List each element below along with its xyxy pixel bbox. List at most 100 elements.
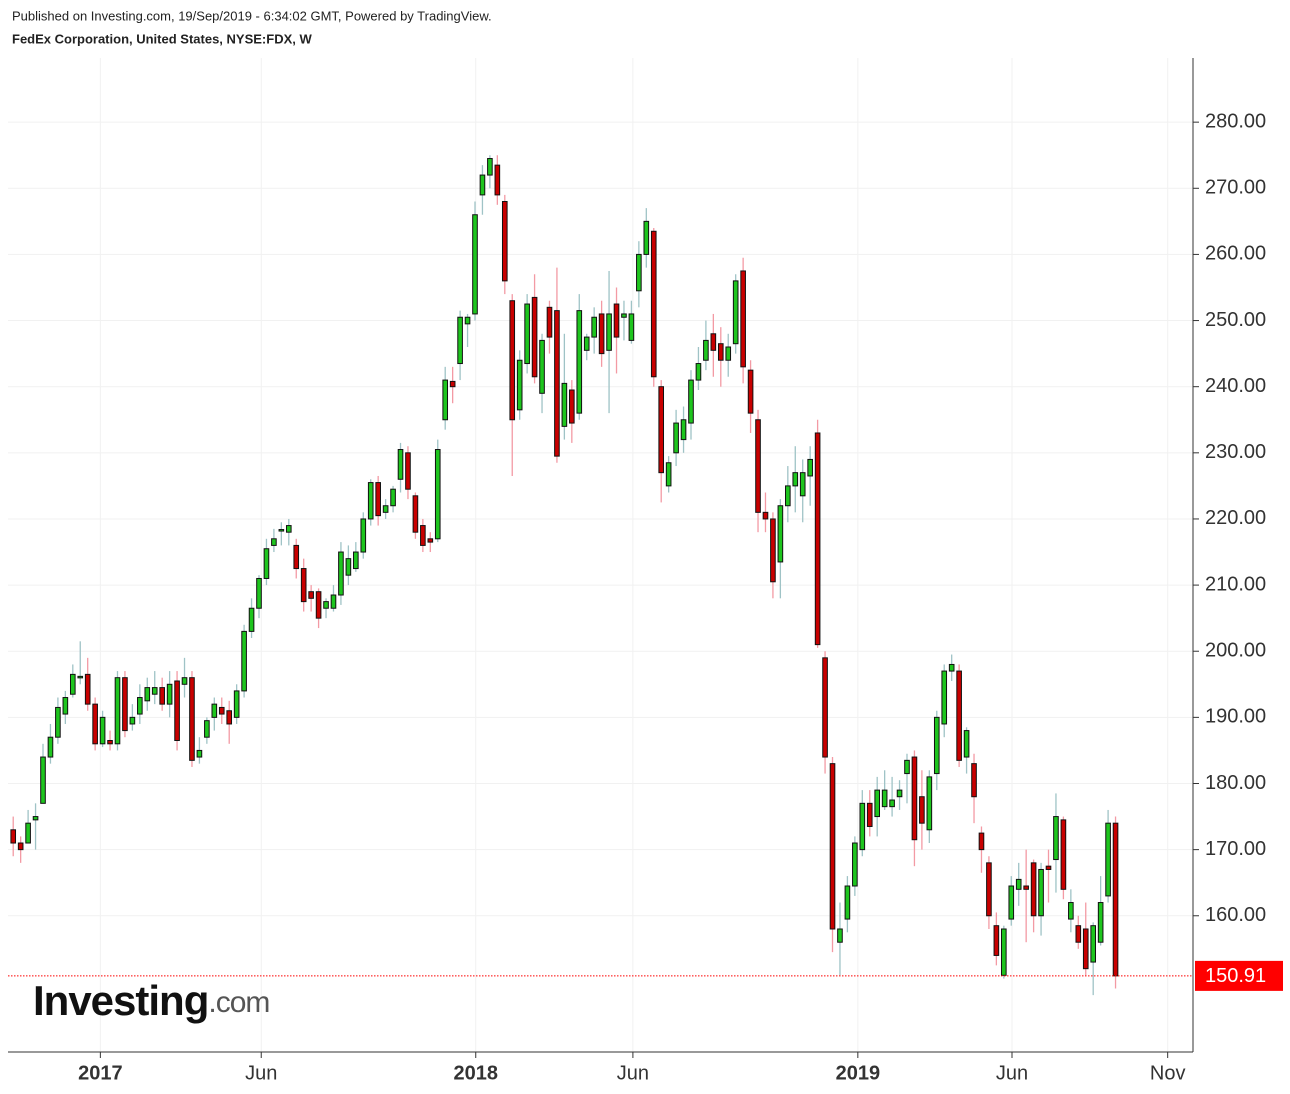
candle-body [323,601,329,609]
candle-body [464,316,471,325]
x-tick-label: Jun [245,1062,277,1084]
candle-body [211,703,218,718]
candle-body [405,452,411,490]
candle-body [62,697,69,715]
candle-body [1097,902,1104,943]
candle-body [539,339,545,394]
candle-body [762,511,769,520]
candle-body [576,310,583,414]
candle-body [1112,822,1119,977]
candle-body [472,214,478,315]
candle-body [814,432,821,646]
candle-body [598,313,605,355]
candle-body [606,313,612,351]
candle-body [621,313,627,318]
candle-body [822,657,828,758]
candle-body [583,336,590,351]
candle-body [420,525,426,546]
candle-body [993,925,1000,956]
candle-body [933,716,940,775]
candle-body [174,680,180,742]
candle-body [1090,925,1097,963]
candle-body [114,677,121,745]
candle-body [636,253,642,292]
candle-body [680,419,687,441]
y-tick-label: 270.00 [1205,177,1266,199]
candle-body [613,303,620,338]
candle-body [442,379,449,421]
candle-body [137,697,143,715]
candle-body [151,687,158,695]
candle-body [859,802,866,851]
candle-body [591,316,597,338]
candle-body [189,677,195,761]
candle-body [1030,862,1037,917]
candle-body [10,829,17,844]
candle-body [740,270,746,368]
x-tick-label: Nov [1150,1062,1186,1084]
candle-body [725,346,732,361]
candle-body [650,230,657,378]
candle-body [233,690,240,718]
candle-body [807,458,813,477]
candle-body [166,683,173,705]
candle-body [92,703,98,745]
candle-body [427,538,434,543]
candle-body [1068,902,1074,920]
publisher-note: Published on Investing.com, 19/Sep/2019 … [12,8,492,23]
x-tick-label: 2019 [836,1062,881,1084]
candle-body [844,885,851,920]
x-tick-label: Jun [996,1062,1028,1084]
candle-body [956,670,962,761]
x-tick-label: 2017 [78,1062,123,1084]
candle-body [673,422,679,454]
candle-body [69,673,76,695]
watermark-brand: Investing [33,977,208,1024]
candle-body [829,763,836,930]
candle-body [948,663,955,672]
candle-body [256,577,262,609]
candle-body [717,343,724,361]
last-price-box [1195,960,1283,991]
candle-body [434,449,441,540]
candle-body [978,832,985,851]
candle-body [397,449,404,480]
grid [8,58,1193,1052]
candle-body [382,505,389,513]
candle-body [285,525,292,533]
candle-body [971,763,977,798]
candles [10,155,1119,996]
candle-body [226,710,233,725]
candle-body [509,300,516,421]
candle-body [1075,925,1082,943]
candle-body [911,756,918,841]
candle-body [248,607,255,632]
candle-body [1053,816,1059,861]
candle-body [852,842,858,887]
candle-body [308,591,314,599]
candle-body [218,706,225,715]
candle-body [353,551,359,570]
candle-body [390,488,396,507]
candle-body [747,369,754,414]
candle-body [1082,928,1089,970]
candle-body [55,706,61,738]
candle-body [338,551,344,596]
candle-body [1038,868,1044,917]
candle-body [837,928,843,943]
candle-body [77,675,84,679]
candle-body [84,673,91,705]
candle-body [449,380,456,388]
candle-body [330,594,337,609]
candle-body [263,548,270,579]
y-tick-label: 190.00 [1205,706,1266,728]
candle-body [17,842,24,851]
candle-body [278,529,285,532]
candle-body [665,462,672,487]
candle-body [881,789,888,808]
candle-body [271,538,277,546]
candle-body [457,316,463,365]
candle-body [241,630,247,692]
